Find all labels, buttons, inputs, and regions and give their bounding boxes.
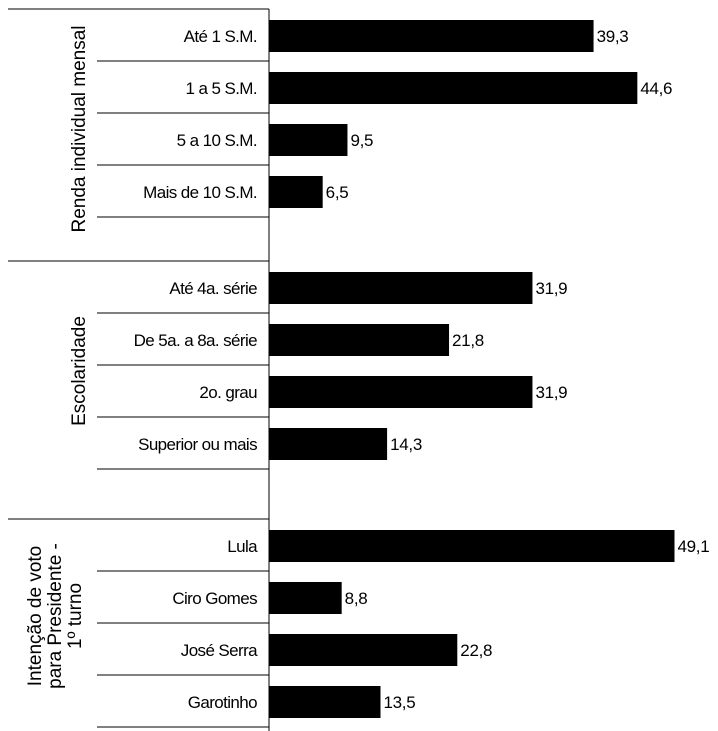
category-label: 5 a 10 S.M. — [177, 131, 257, 150]
category-label: Ciro Gomes — [172, 589, 257, 608]
value-label: 9,5 — [350, 131, 373, 150]
value-label: 22,8 — [460, 641, 492, 660]
bar — [269, 176, 323, 208]
category-label: Até 4a. série — [169, 279, 257, 298]
value-label: 39,3 — [597, 27, 629, 46]
group-label: Escolaridade — [69, 316, 90, 426]
group-label-line: Intenção de voto — [25, 546, 46, 687]
group-label-line: Escolaridade — [69, 316, 90, 426]
bar — [269, 376, 533, 408]
category-label: José Serra — [181, 641, 258, 660]
value-label: 21,8 — [452, 331, 484, 350]
value-label: 13,5 — [383, 693, 415, 712]
value-label: 14,3 — [390, 435, 422, 454]
bar — [269, 530, 675, 562]
bar — [269, 428, 388, 460]
bar — [269, 686, 381, 718]
group-label-line: para Presidente - — [45, 543, 66, 689]
bar — [269, 124, 348, 156]
value-label: 8,8 — [345, 589, 368, 608]
category-label: Garotinho — [188, 693, 257, 712]
value-label: 6,5 — [326, 183, 349, 202]
group-label-line: Renda individual mensal — [69, 25, 90, 232]
category-label: Até 1 S.M. — [184, 27, 257, 46]
value-label: 44,6 — [640, 79, 672, 98]
group-label: Intenção de votopara Presidente -1º turn… — [25, 543, 86, 689]
value-label: 49,1 — [678, 537, 710, 556]
value-label: 31,9 — [535, 279, 567, 298]
category-label: Lula — [227, 537, 258, 556]
bar — [269, 72, 638, 104]
category-label: Mais de 10 S.M. — [143, 183, 257, 202]
group-label: Renda individual mensal — [69, 25, 90, 232]
bar — [269, 272, 533, 304]
category-label: Superior ou mais — [138, 435, 257, 454]
bar — [269, 324, 450, 356]
bar — [269, 634, 458, 666]
bar — [269, 20, 594, 52]
value-label: 31,9 — [535, 383, 567, 402]
category-label: De 5a. a 8a. série — [134, 331, 258, 350]
category-label: 1 a 5 S.M. — [186, 79, 257, 98]
bar — [269, 582, 342, 614]
group-label-line: 1º turno — [65, 583, 86, 649]
category-label: 2o. grau — [199, 383, 257, 402]
